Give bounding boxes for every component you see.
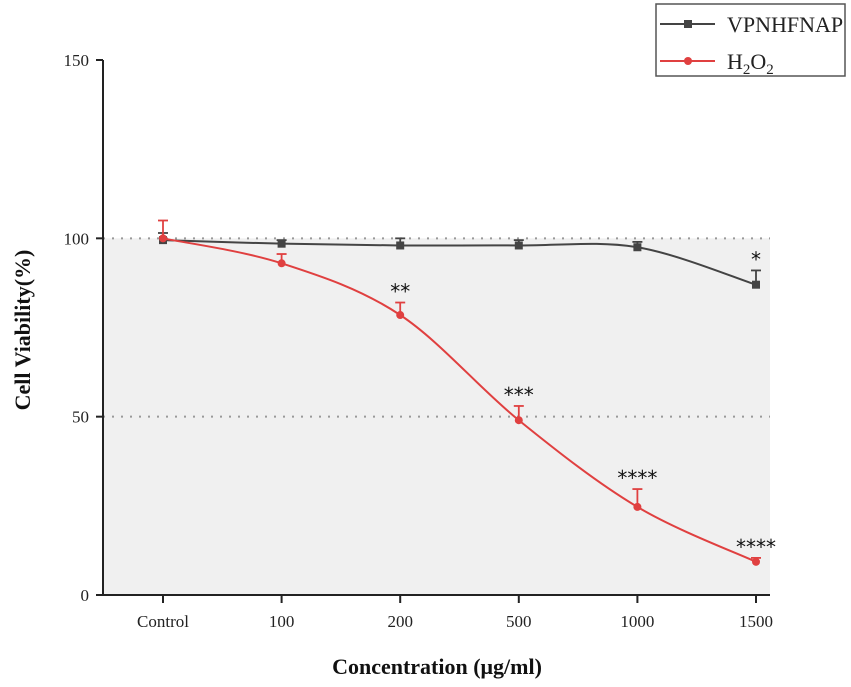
legend-marker-h2o2	[684, 57, 692, 65]
h2o2-point	[514, 416, 523, 425]
vpnhfnap-point	[514, 241, 523, 250]
h2o2-point	[752, 557, 760, 566]
vpnhfnap-line	[162, 239, 757, 286]
legend-label-h2o2: H2O2	[727, 49, 774, 78]
h2o2-point	[277, 259, 286, 268]
x-tick-label: Control	[137, 612, 189, 631]
y-axis-title: Cell Viability(%)	[10, 250, 35, 411]
x-tick-label: 500	[506, 612, 532, 631]
h2o2-point	[159, 234, 167, 243]
y-tick-label: 0	[81, 586, 90, 605]
vpnhfnap-point	[396, 241, 405, 250]
vpnhfnap-point	[633, 243, 642, 252]
h2o2-significance-label: ****	[736, 535, 776, 559]
x-tick-label: 100	[269, 612, 295, 631]
x-tick-label: 1500	[739, 612, 773, 631]
x-tick-label: 200	[387, 612, 413, 631]
y-tick-label: 150	[64, 51, 90, 70]
h2o2-significance-label: **	[390, 280, 410, 304]
vpnhfnap-point	[277, 239, 286, 248]
x-axis-title: Concentration (μg/ml)	[332, 654, 542, 679]
h2o2-significance-label: ***	[504, 383, 534, 407]
h2o2-point	[396, 311, 405, 320]
x-tick-label: 1000	[620, 612, 654, 631]
vpnhfnap-significance-label: *	[751, 247, 761, 271]
h2o2-line	[162, 237, 757, 563]
h2o2-significance-label: ****	[617, 466, 657, 490]
y-tick-label: 50	[72, 408, 89, 427]
h2o2-point	[633, 502, 642, 511]
legend-label-vpnhfnap: VPNHFNAP	[727, 12, 843, 37]
vpnhfnap-point	[752, 280, 760, 289]
y-tick-label: 100	[64, 229, 90, 248]
legend-marker-vpnhfnap	[684, 20, 692, 28]
